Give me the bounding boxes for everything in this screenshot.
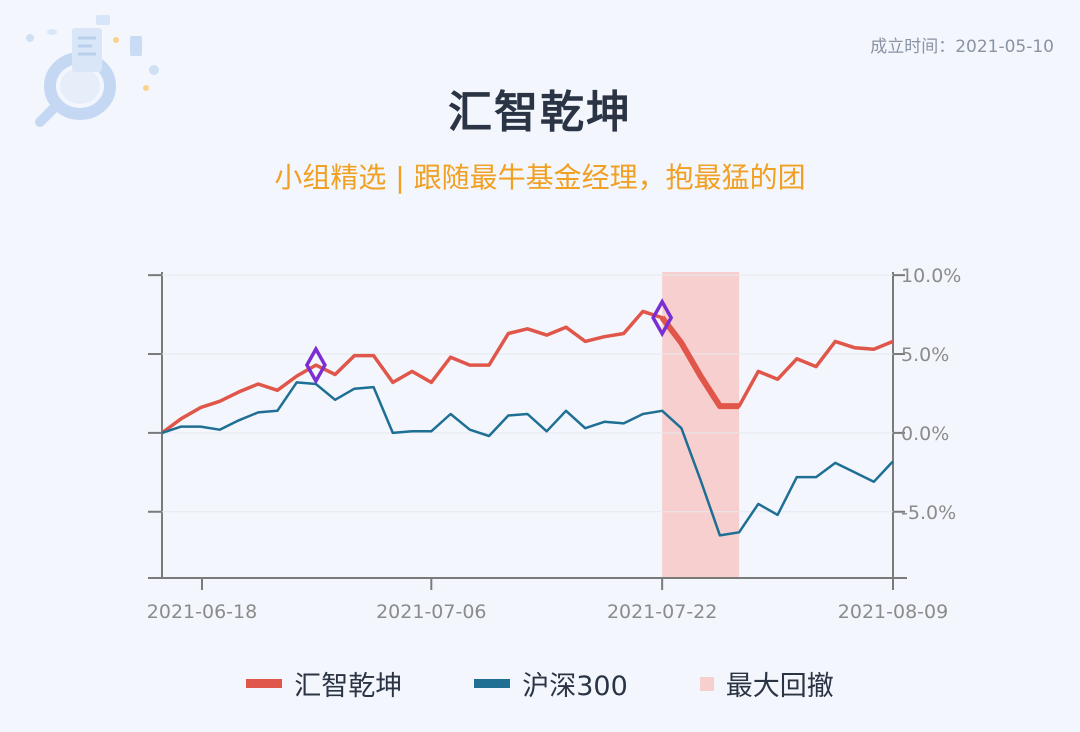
- page-subtitle: 小组精选 | 跟随最牛基金经理，抱最猛的团: [274, 161, 806, 194]
- legend-item-fund: 汇智乾坤: [246, 664, 402, 703]
- performance-chart: 10.0% 5.0% 0.0% -5.0% 2021-06-18 2021-07-06 20…: [147, 265, 962, 623]
- y-tick-label: 5.0%: [901, 344, 949, 366]
- series-line-fund: [160, 309, 894, 435]
- legend-label-index: 沪深300: [522, 671, 628, 702]
- legend-swatch-index: [474, 679, 511, 688]
- legend-item-index: 沪深300: [474, 664, 628, 703]
- established-date: 成立时间：2021-05-10: [870, 37, 1054, 57]
- legend-item-drawdown: 最大回撤: [699, 664, 834, 703]
- drawdown-segment-fund: [659, 315, 740, 410]
- legend-swatch-drawdown: [699, 676, 714, 691]
- legend-label-fund: 汇智乾坤: [294, 671, 403, 702]
- max-drawdown-band: [662, 272, 740, 578]
- y-tick-label: -5.0%: [901, 502, 956, 524]
- x-tick-label: 2021-06-18: [147, 601, 257, 623]
- x-tick-label: 2021-07-22: [607, 601, 717, 623]
- diamond-marker: [651, 298, 674, 338]
- x-tick-label: 2021-07-06: [376, 601, 486, 623]
- page-title: 汇智乾坤: [448, 87, 632, 138]
- diamond-marker: [304, 345, 327, 385]
- legend-label-drawdown: 最大回撤: [725, 671, 834, 702]
- chart-legend: 汇智乾坤 沪深300 最大回撤: [0, 664, 1080, 703]
- x-tick-label: 2021-08-09: [838, 601, 948, 623]
- y-tick-label: 10.0%: [901, 265, 961, 287]
- search-illustration: [26, 15, 159, 127]
- legend-swatch-fund: [246, 679, 283, 688]
- y-tick-label: 0.0%: [901, 423, 949, 445]
- series-line-index: [161, 381, 894, 537]
